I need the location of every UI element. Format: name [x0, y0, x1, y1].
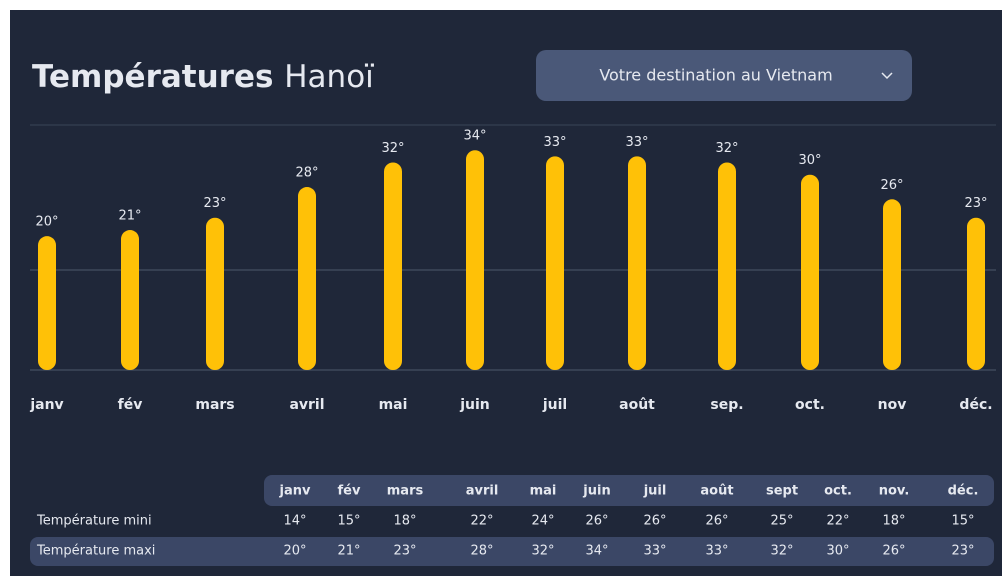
cell: 26° [705, 514, 728, 529]
cell: 32° [531, 544, 554, 559]
value-label: 21° [118, 209, 141, 224]
value-label: 20° [35, 215, 58, 230]
cell: 25° [770, 514, 793, 529]
cell: 33° [643, 544, 666, 559]
x-tick-label: mars [195, 397, 234, 413]
column-header: oct. [824, 484, 852, 499]
x-tick-label: juin [459, 397, 490, 413]
value-label: 23° [964, 196, 987, 211]
value-label: 30° [798, 153, 821, 168]
bar [883, 199, 901, 370]
table-row-bg [30, 537, 994, 566]
value-label: 34° [463, 129, 486, 144]
value-label: 32° [381, 141, 404, 156]
value-label: 23° [203, 196, 226, 211]
cell: 30° [826, 544, 849, 559]
cell: 15° [951, 514, 974, 529]
column-header: fév [338, 484, 361, 499]
cell: 28° [470, 544, 493, 559]
x-tick-label: nov [878, 397, 907, 413]
value-label: 32° [715, 141, 738, 156]
row-label: Température maxi [36, 544, 155, 559]
value-label: 33° [625, 135, 648, 150]
cell: 34° [585, 544, 608, 559]
cell: 23° [393, 544, 416, 559]
column-header: sept [766, 484, 798, 499]
title: Températures Hanoï [32, 59, 374, 95]
cell: 32° [770, 544, 793, 559]
column-header: juil [643, 484, 667, 499]
value-label: 33° [543, 135, 566, 150]
cell: 18° [393, 514, 416, 529]
bar [206, 217, 224, 370]
x-tick-label: oct. [795, 397, 825, 413]
cell: 26° [643, 514, 666, 529]
column-header: août [700, 484, 733, 499]
cell: 18° [882, 514, 905, 529]
dropdown-label[interactable]: Votre destination au Vietnam [599, 66, 832, 85]
cell: 22° [826, 514, 849, 529]
cell: 23° [951, 544, 974, 559]
bar [546, 156, 564, 370]
bar [718, 162, 736, 370]
dropdown-bg[interactable] [536, 50, 912, 101]
cell: 26° [585, 514, 608, 529]
column-header: juin [582, 484, 610, 499]
x-tick-label: août [619, 397, 655, 413]
cell: 33° [705, 544, 728, 559]
x-tick-label: sep. [710, 397, 743, 413]
cell: 24° [531, 514, 554, 529]
cell: 20° [283, 544, 306, 559]
cell: 15° [337, 514, 360, 529]
value-label: 26° [880, 178, 903, 193]
x-tick-label: déc. [959, 397, 992, 413]
bar [384, 162, 402, 370]
title-city: Hanoï [284, 59, 374, 95]
bar [466, 150, 484, 370]
bar [298, 187, 316, 370]
column-header: mars [387, 484, 424, 499]
bar [628, 156, 646, 370]
x-tick-label: fév [118, 397, 143, 413]
chevron[interactable] [881, 72, 893, 80]
dropdown[interactable]: Votre destination au Vietnam [536, 50, 912, 101]
column-header: mai [530, 484, 557, 499]
column-header: nov. [879, 484, 910, 499]
bar [801, 174, 819, 370]
value-label: 28° [295, 166, 318, 181]
cell: 21° [337, 544, 360, 559]
cell: 22° [470, 514, 493, 529]
column-header: déc. [948, 484, 979, 499]
cell: 14° [283, 514, 306, 529]
column-header: avril [466, 484, 499, 499]
title-main: Températures [32, 59, 273, 95]
column-header: janv [279, 484, 311, 499]
x-tick-label: mai [379, 397, 408, 413]
row-label: Température mini [36, 514, 152, 529]
cell: 26° [882, 544, 905, 559]
bar [38, 236, 56, 370]
x-tick-label: janv [29, 397, 63, 413]
bar [121, 230, 139, 370]
table-header-bg [264, 475, 994, 506]
x-tick-label: avril [289, 397, 324, 413]
bar [967, 217, 985, 370]
x-tick-label: juil [542, 397, 567, 413]
